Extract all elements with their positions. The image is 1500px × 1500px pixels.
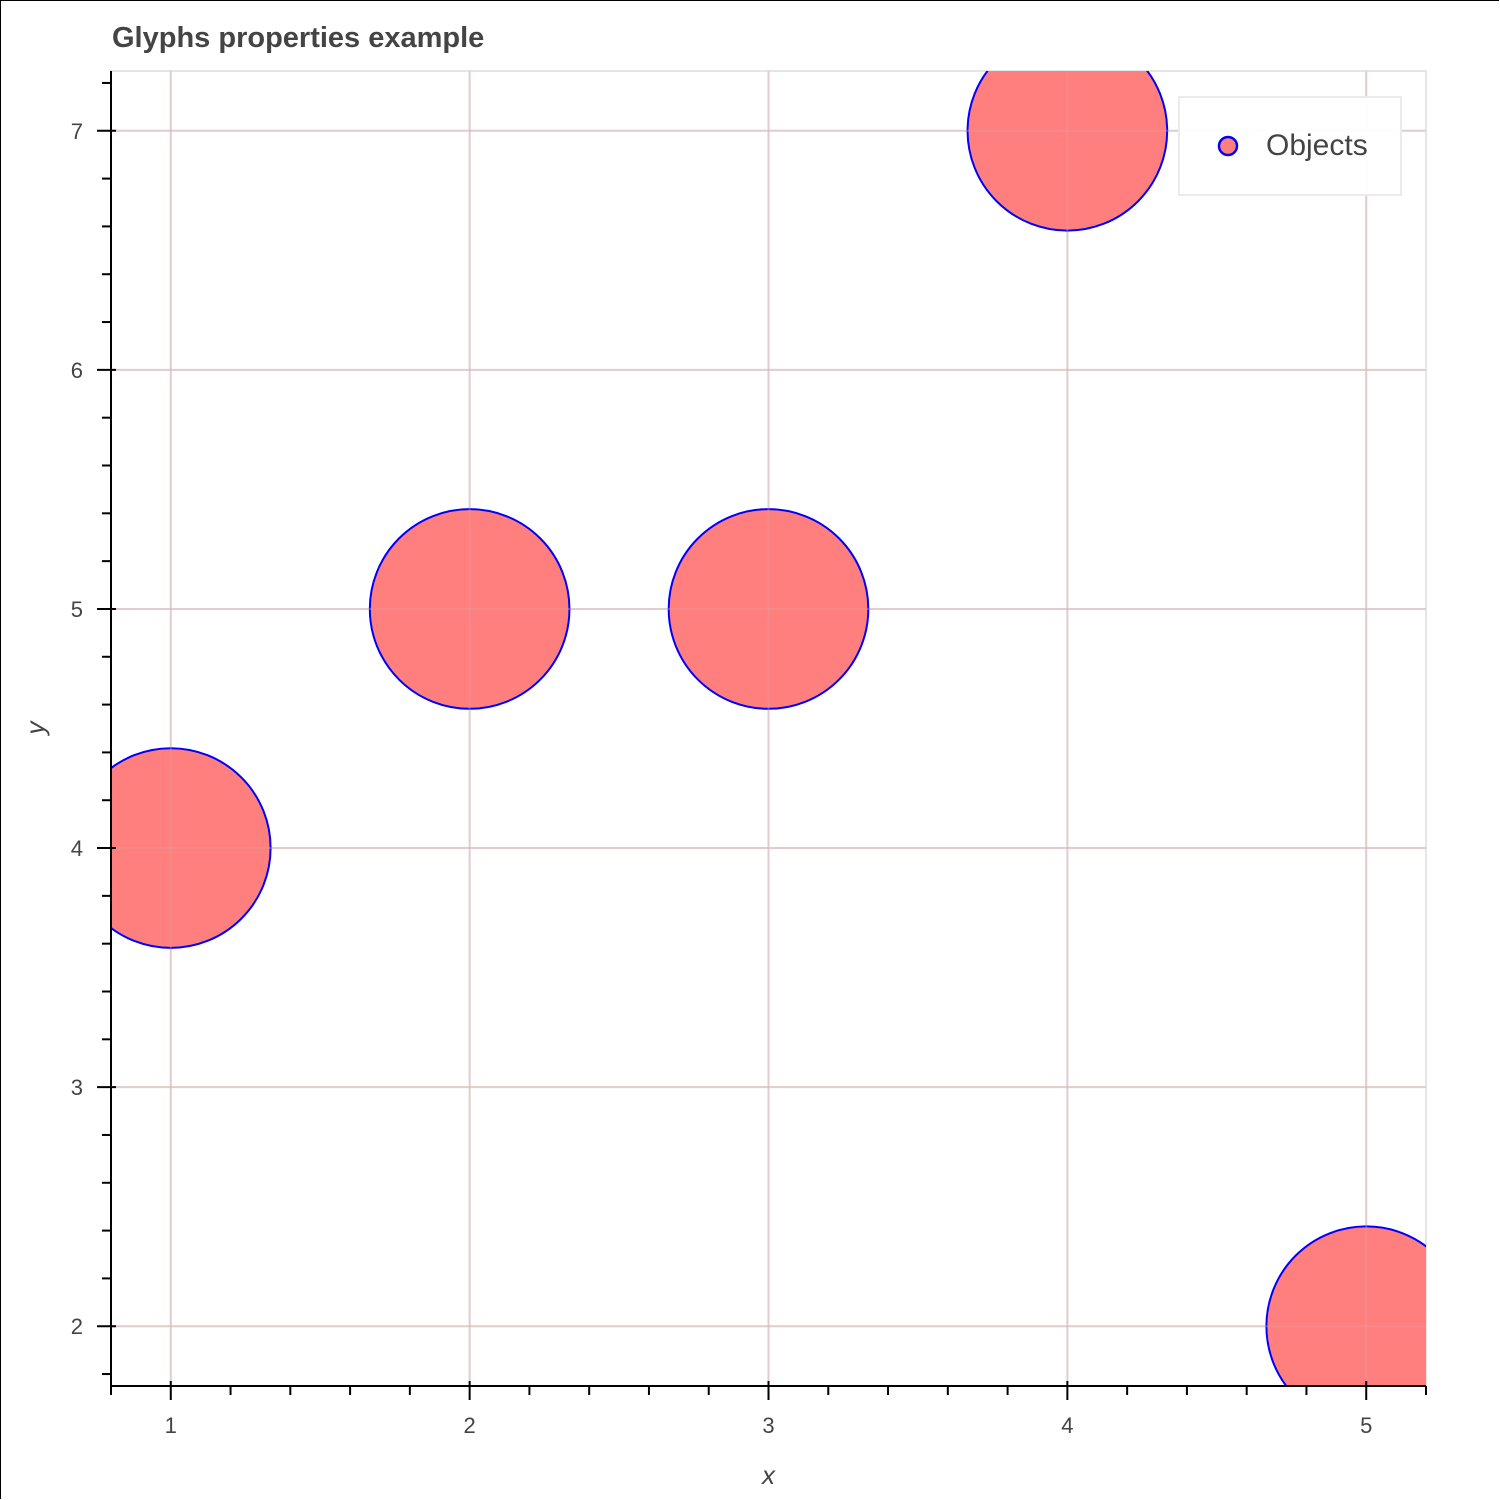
x-tick-label: 2 — [464, 1413, 476, 1438]
data-point-circle — [966, 71, 1169, 232]
circle-glyphs — [111, 71, 1426, 1386]
x-tick-label: 5 — [1360, 1413, 1372, 1438]
data-point-circle — [1265, 1225, 1426, 1386]
y-tick-label: 2 — [71, 1314, 83, 1339]
x-tick-label: 3 — [762, 1413, 774, 1438]
data-point-circle — [111, 747, 272, 949]
x-tick-label: 1 — [165, 1413, 177, 1438]
y-tick-label: 5 — [71, 597, 83, 622]
data-point-circle — [368, 508, 571, 710]
data-point-circle — [667, 508, 870, 710]
legend-marker-circle-icon — [1217, 135, 1239, 157]
y-tick-label: 6 — [71, 358, 83, 383]
legend-item-label[interactable]: Objects — [1266, 129, 1368, 162]
chart-title: Glyphs properties example — [112, 22, 485, 54]
y-tick-label: 3 — [71, 1075, 83, 1100]
x-axis-label: x — [760, 1460, 776, 1490]
y-tick-label: 7 — [71, 119, 83, 144]
legend[interactable]: Objects — [1178, 96, 1402, 196]
y-tick-label: 4 — [71, 836, 83, 861]
axes: 1 2 3 4 5 2 3 4 5 6 7 x y — [20, 71, 1427, 1490]
legend-box — [1178, 96, 1402, 196]
x-tick-label: 4 — [1061, 1413, 1073, 1438]
y-axis-label: y — [20, 720, 50, 737]
